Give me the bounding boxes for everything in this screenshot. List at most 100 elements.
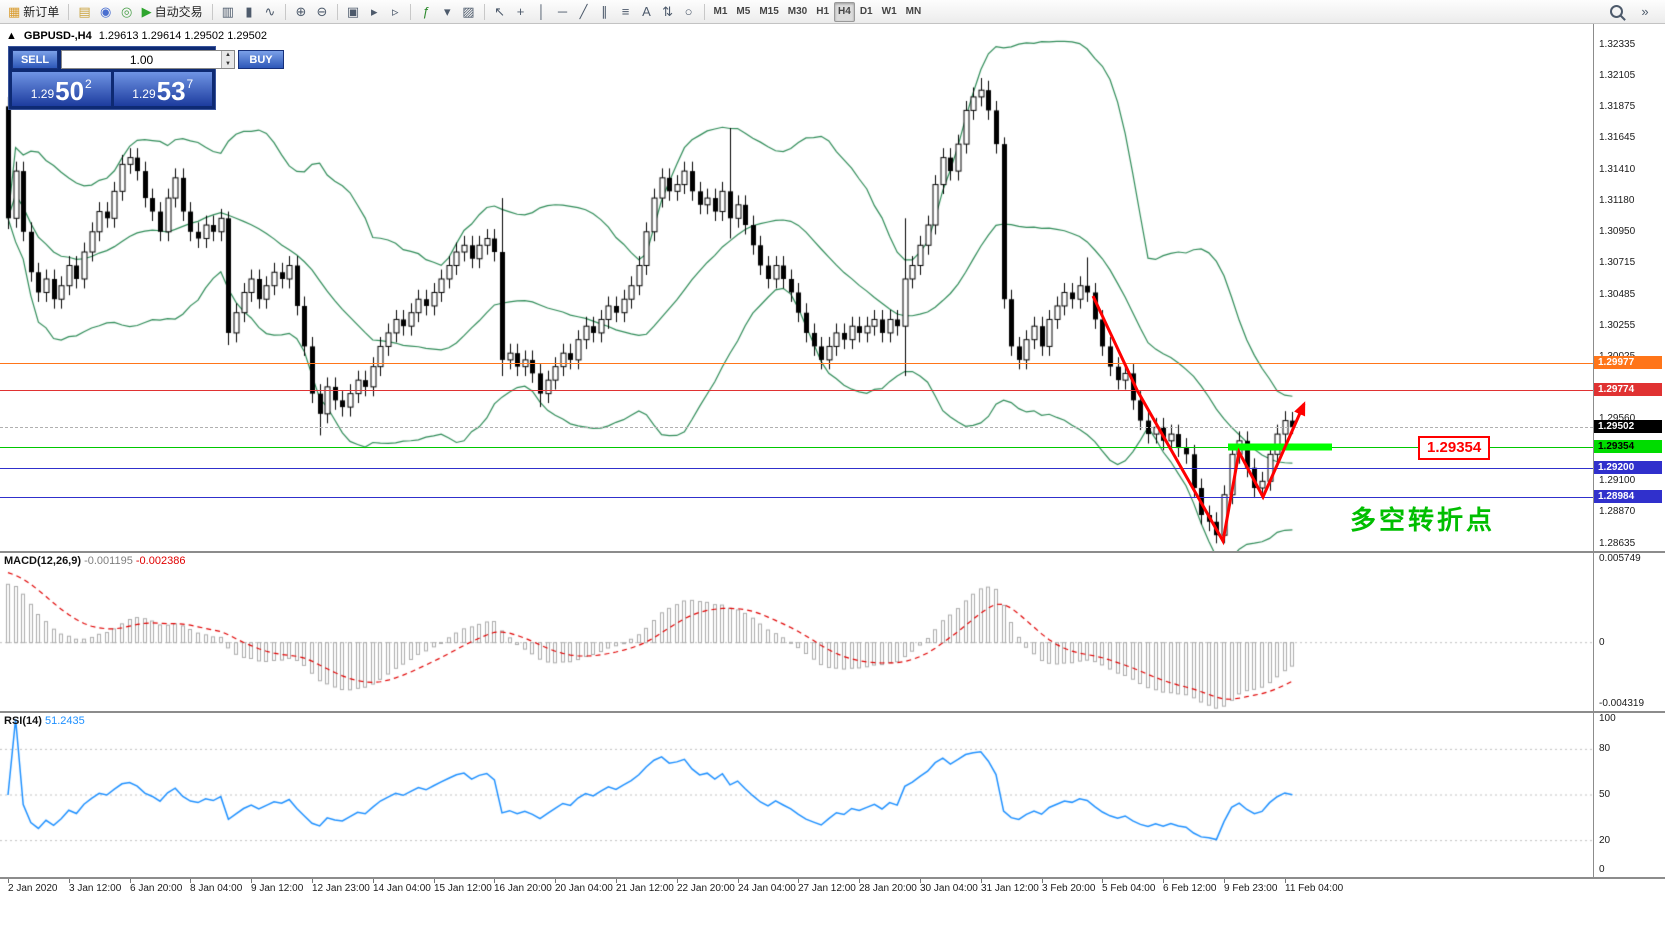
tf-m15-button[interactable]: M15 [755,2,782,22]
search-button[interactable] [1606,2,1627,22]
macd-axis[interactable]: 0.005749 0 -0.004319 [1593,553,1665,711]
periods-menu-icon: ▾ [443,3,451,19]
shapes-tool-button[interactable]: ○ [679,2,699,22]
price-axis-tick: 1.30950 [1599,225,1636,237]
price-axis-tick: 1.32105 [1599,70,1636,82]
buy-price-big: 53 [156,76,186,106]
main-chart-canvas[interactable] [0,24,1593,551]
vertical-line-tool-button[interactable]: │ [532,2,552,22]
volume-increase-button[interactable]: ▲ [221,51,234,60]
note-text[interactable]: 多空转折点 [1350,505,1496,535]
charts-window-button[interactable]: ▤ [74,2,94,22]
autotrading-button[interactable]: ▶ 自动交易 [138,2,207,22]
time-axis-label: 15 Jan 12:00 [434,883,492,894]
crosshair-tool-button[interactable]: + [511,2,531,22]
rsi-value: 51.2435 [44,715,85,727]
time-axis-label: 22 Jan 20:00 [677,883,735,894]
chart-title: ▲ GBPUSD-,H4 1.29613 1.29614 1.29502 1.2… [6,30,267,42]
time-axis-tick [616,879,617,883]
channel-tool-icon: ∥ [601,3,608,19]
shapes-tool-icon: ○ [684,3,693,19]
indicators-list-button[interactable]: ƒ [416,2,436,22]
macd-axis-label: 0.005749 [1599,553,1641,564]
line-chart-mode-button[interactable]: ∿ [260,2,280,22]
sell-button[interactable]: SELL [12,50,58,69]
panel-separator[interactable] [0,711,1665,713]
rsi-axis-label: 20 [1599,834,1611,846]
time-axis-label: 31 Jan 12:00 [981,883,1039,894]
zoom-out-button[interactable]: ⊖ [312,2,332,22]
time-axis-label: 8 Jan 04:00 [190,883,243,894]
rsi-axis[interactable]: 100 80 50 20 0 [1593,713,1665,877]
macd-panel[interactable]: MACD(12,26,9) -0.001195 -0.002386 [0,553,1593,711]
line-chart-mode-icon: ∿ [264,3,276,19]
horizontal-level-line-1.28984[interactable] [0,497,1593,498]
market-watch-icon: ◉ [99,3,112,19]
buy-price-box[interactable]: 1.29 53 7 [113,72,212,106]
bar-chart-mode-button[interactable]: ▥ [218,2,238,22]
axis-price-tag-1.29977: 1.29977 [1594,356,1662,369]
channel-tool-button[interactable]: ∥ [595,2,615,22]
periods-menu-button[interactable]: ▾ [437,2,457,22]
time-axis-tick [373,879,374,883]
volume-decrease-button[interactable]: ▼ [221,59,234,68]
time-axis-label: 28 Jan 20:00 [859,883,917,894]
sell-price-box[interactable]: 1.29 50 2 [12,72,111,106]
auto-scroll-button[interactable]: ▸ [364,2,384,22]
time-axis-label: 20 Jan 04:00 [555,883,613,894]
buy-price-sup: 7 [186,77,194,91]
tf-m5-button[interactable]: M5 [732,2,754,22]
tf-h1-button[interactable]: H1 [812,2,833,22]
price-axis[interactable]: 1.32335 1.32105 1.31875 1.31645 1.31410 1.311… [1593,24,1665,551]
tile-windows-button[interactable]: ▣ [343,2,363,22]
time-axis-label: 27 Jan 12:00 [798,883,856,894]
arrows-tool-button[interactable]: ⇅ [658,2,678,22]
tf-mn-button[interactable]: MN [902,2,926,22]
tf-h4-button[interactable]: H4 [834,1,855,22]
horizontal-line-tool-button[interactable]: ─ [553,2,573,22]
time-axis-tick [190,879,191,883]
horizontal-level-line-1.29502[interactable] [0,427,1593,428]
fibonacci-tool-button[interactable]: ≡ [616,2,636,22]
time-axis-label: 14 Jan 04:00 [373,883,431,894]
price-callout[interactable]: 1.29354 [1418,436,1491,461]
time-axis-tick [859,879,860,883]
cursor-tool-button[interactable]: ↖ [490,2,510,22]
rsi-canvas[interactable] [0,713,1593,877]
rsi-axis-label: 0 [1599,864,1605,875]
tf-d1-button[interactable]: D1 [856,2,877,22]
time-axis-label: 30 Jan 04:00 [920,883,978,894]
zoom-in-button[interactable]: ⊕ [291,2,311,22]
horizontal-level-line-1.29774[interactable] [0,390,1593,391]
panel-separator[interactable] [0,551,1665,553]
toolbar-separator [284,3,286,20]
ohlc-values: 1.29613 1.29614 1.29502 1.29502 [98,30,267,42]
time-axis[interactable]: 2 Jan 2020 3 Jan 12:00 6 Jan 20:00 8 Jan 04… [0,879,1665,903]
templates-menu-button[interactable]: ▨ [458,2,478,22]
market-watch-button[interactable]: ◉ [96,2,116,22]
macd-title: MACD(12,26,9) [4,555,82,567]
panel-collapse-arrow[interactable]: ▲ [6,30,17,42]
chart-area[interactable]: ▲ GBPUSD-,H4 1.29613 1.29614 1.29502 1.2… [0,24,1593,551]
horizontal-level-line-1.29977[interactable] [0,363,1593,364]
trendline-tool-button[interactable]: ╱ [574,2,594,22]
crosshair-tool-icon: + [516,3,525,19]
macd-canvas[interactable] [0,553,1593,711]
rsi-title: RSI(14) [4,715,42,727]
horizontal-level-line-1.29354[interactable] [0,447,1593,448]
buy-button[interactable]: BUY [238,50,284,69]
tf-m30-button[interactable]: M30 [784,2,811,22]
axis-price-tag-1.29774: 1.29774 [1594,383,1662,397]
text-tool-button[interactable]: A [637,2,657,22]
tf-m1-button[interactable]: M1 [710,2,732,22]
rsi-panel[interactable]: RSI(14) 51.2435 [0,713,1593,877]
horizontal-level-line-1.29200[interactable] [0,468,1593,469]
macd-axis-label: -0.004319 [1599,698,1645,709]
navigator-button[interactable]: ◎ [117,2,137,22]
candlestick-mode-button[interactable]: ▮ [239,2,259,22]
toolbar-overflow-button[interactable]: » [1641,4,1649,19]
tf-w1-button[interactable]: W1 [878,2,901,22]
chart-shift-button[interactable]: ▹ [385,2,405,22]
new-order-button[interactable]: ▦ 新订单 [4,2,63,22]
volume-input[interactable] [62,51,221,68]
